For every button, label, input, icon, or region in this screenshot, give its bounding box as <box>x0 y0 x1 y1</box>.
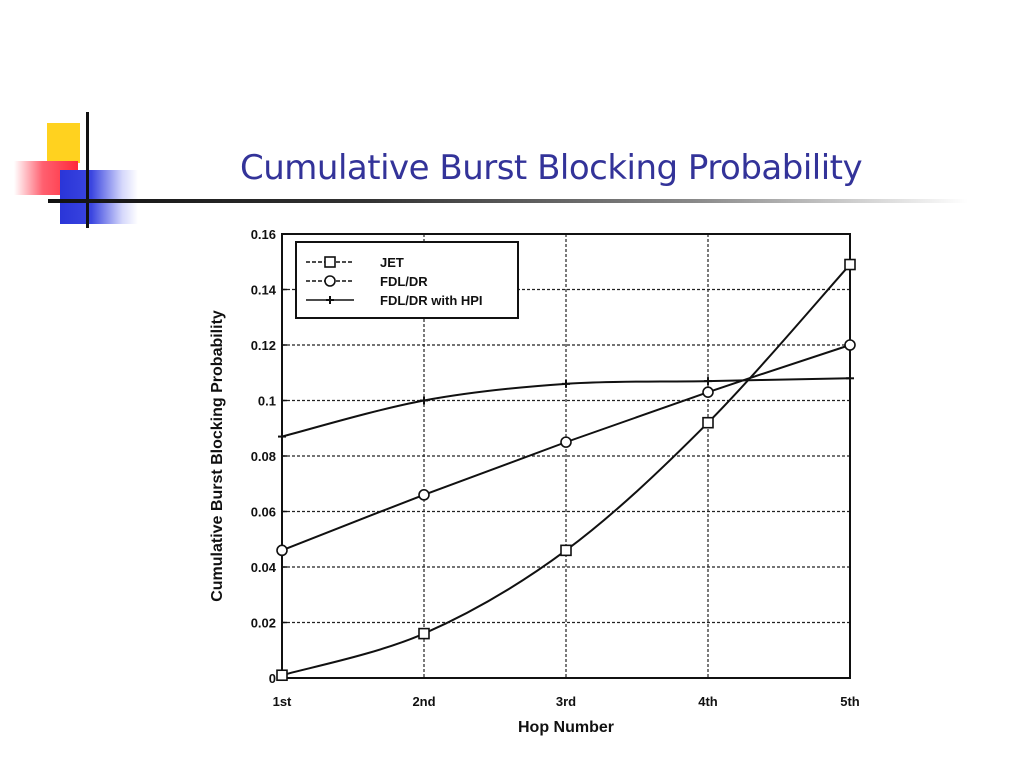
decor-vertical-line <box>86 112 89 228</box>
data-point-square <box>418 627 430 640</box>
data-point-square <box>702 416 714 429</box>
title-underline <box>48 199 968 203</box>
y-tick-label: 0 <box>269 671 276 686</box>
legend-item: FDL/DR with HPI <box>306 293 483 308</box>
y-tick-label: 0.16 <box>251 227 276 242</box>
decor-blue-square <box>60 170 138 224</box>
y-tick-label: 0.02 <box>251 616 276 631</box>
data-point-plus <box>704 377 712 386</box>
slide-title: Cumulative Burst Blocking Probability <box>240 148 863 188</box>
data-point-square <box>324 256 336 268</box>
data-point-circle <box>276 544 288 557</box>
legend-item: JET <box>306 255 404 270</box>
y-tick-label: 0.08 <box>251 449 276 464</box>
legend: JET FDL/DR FDL/DR with HPI <box>295 241 519 319</box>
x-tick-label: 4th <box>698 694 718 709</box>
x-tick-label: 5th <box>840 694 860 709</box>
y-axis-label: Cumulative Burst Blocking Probability <box>209 310 226 602</box>
y-tick-label: 0.1 <box>258 394 276 409</box>
series-fdl-dr <box>276 339 856 557</box>
data-point-plus <box>278 432 286 441</box>
series-jet <box>276 258 856 682</box>
legend-item: FDL/DR <box>306 274 428 289</box>
y-tick-label: 0.14 <box>251 283 277 298</box>
y-tick-label: 0.06 <box>251 505 276 520</box>
series-fdl-dr-with-hpi <box>278 374 854 441</box>
data-point-plus <box>326 296 334 304</box>
x-tick-label: 3rd <box>556 694 576 709</box>
data-point-circle <box>418 489 430 501</box>
decor-yellow-square <box>47 123 80 163</box>
data-point-circle <box>702 386 714 398</box>
legend-label: FDL/DR <box>380 274 428 289</box>
legend-label: JET <box>380 255 404 270</box>
line-chart: 0 0.02 0.04 0.06 0.08 0.1 0.12 0.14 0.16 1st 2nd 3r… <box>209 227 860 736</box>
data-point-plus <box>846 374 854 383</box>
x-tick-label: 2nd <box>412 694 435 709</box>
data-point-square <box>844 258 856 271</box>
data-point-plus <box>420 396 428 405</box>
data-point-circle <box>844 339 856 351</box>
y-tick-label: 0.12 <box>251 338 276 353</box>
data-point-circle <box>324 275 336 287</box>
data-point-plus <box>562 379 570 388</box>
legend-label: FDL/DR with HPI <box>380 293 483 308</box>
x-axis-label: Hop Number <box>518 719 614 736</box>
data-point-square <box>560 544 572 557</box>
data-point-circle <box>560 436 572 448</box>
x-tick-label: 1st <box>273 694 292 709</box>
y-tick-label: 0.04 <box>251 560 277 575</box>
data-point-square <box>276 669 288 682</box>
